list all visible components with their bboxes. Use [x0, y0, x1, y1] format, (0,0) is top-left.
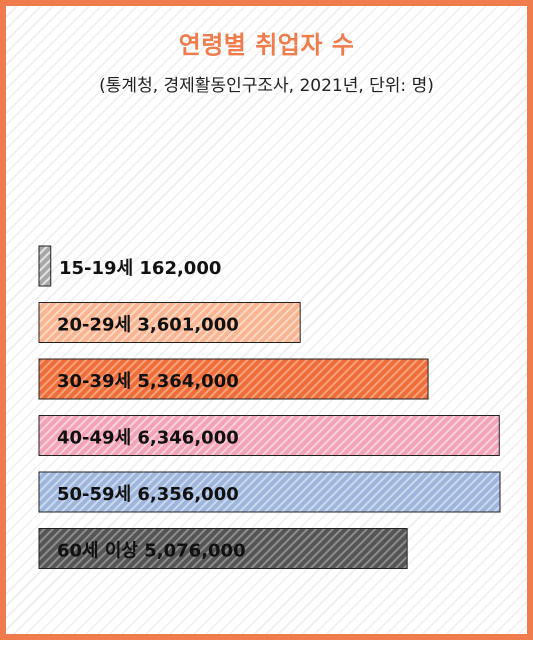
- bar-label-30-39세: 30-39세 5,364,000: [57, 371, 239, 392]
- chart-title: 연령별 취업자 수: [178, 31, 355, 59]
- bar-15-19세: [38, 245, 52, 287]
- chart-subtitle: (통계청, 경제활동인구조사, 2021년, 단위: 명): [99, 76, 434, 96]
- bar-label-60세 이상: 60세 이상 5,076,000: [57, 541, 246, 562]
- bar-60세 이상: [38, 528, 408, 569]
- bar-30-39세: [38, 358, 429, 400]
- bar-label-40-49세: 40-49세 6,346,000: [57, 428, 239, 449]
- bar-label-20-29세: 20-29세 3,601,000: [57, 315, 239, 336]
- bar-20-29세: [38, 302, 301, 343]
- bar-label-15-19세: 15-19세 162,000: [59, 258, 221, 279]
- bar-40-49세: [38, 415, 500, 456]
- bar-label-50-59세: 50-59세 6,356,000: [57, 484, 239, 505]
- bar-50-59세: [38, 471, 501, 513]
- bar-chart: 15-19세 162,000 20-29세 3,601,000 30-39세 5,3…: [38, 245, 501, 569]
